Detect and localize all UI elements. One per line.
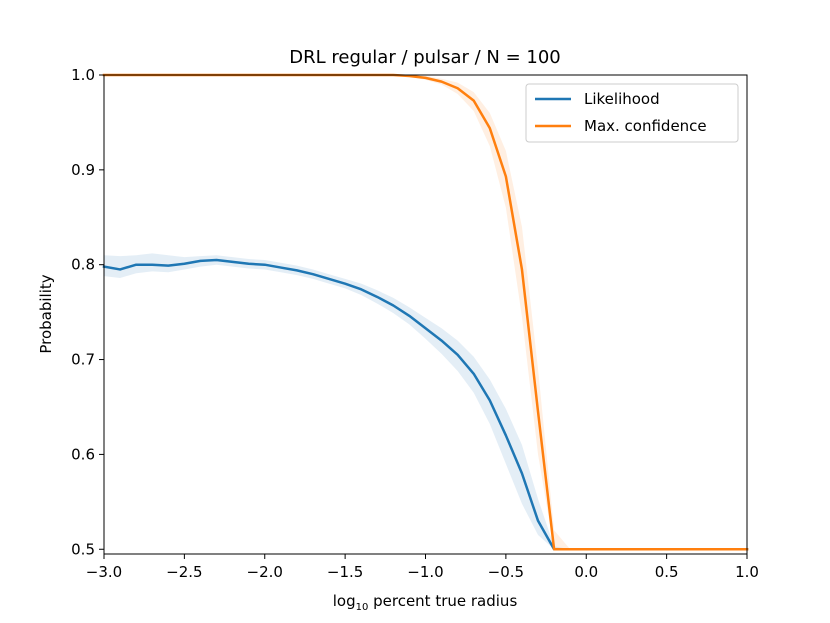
y-axis-ticks: 0.5 0.6 0.7 0.8 0.9 1.0 xyxy=(71,66,104,558)
y-tick-label: 1.0 xyxy=(71,66,95,84)
y-tick-label: 0.5 xyxy=(71,540,95,558)
x-tick-label: −1.5 xyxy=(327,563,363,581)
y-axis-label: Probability xyxy=(37,274,55,353)
x-tick-label: −1.0 xyxy=(407,563,443,581)
x-tick-label: 0.5 xyxy=(655,563,679,581)
x-tick-label: −0.5 xyxy=(488,563,524,581)
x-tick-label: −2.5 xyxy=(166,563,202,581)
y-tick-label: 0.9 xyxy=(71,161,95,179)
x-axis-label: log10 percent true radius xyxy=(333,592,518,613)
x-axis-label-rest: percent true radius xyxy=(368,592,517,610)
chart-title: DRL regular / pulsar / N = 100 xyxy=(289,47,560,68)
legend-label-max-confidence: Max. confidence xyxy=(584,117,707,135)
x-tick-label: 1.0 xyxy=(735,563,759,581)
legend-box xyxy=(525,83,739,143)
y-tick-label: 0.8 xyxy=(71,256,95,274)
x-tick-label: 0.0 xyxy=(574,563,598,581)
x-axis-label-main: log xyxy=(333,592,356,610)
x-tick-label: −3.0 xyxy=(86,563,122,581)
y-tick-label: 0.6 xyxy=(71,445,95,463)
x-tick-label: −2.0 xyxy=(247,563,283,581)
y-tick-label: 0.7 xyxy=(71,351,95,369)
legend: Likelihood Max. confidence xyxy=(525,83,739,143)
legend-label-likelihood: Likelihood xyxy=(584,90,660,108)
x-axis-ticks: −3.0 −2.5 −2.0 −1.5 −1.0 −0.5 0.0 0.5 1.0 xyxy=(86,554,759,581)
x-axis-label-subscript: 10 xyxy=(356,602,369,613)
